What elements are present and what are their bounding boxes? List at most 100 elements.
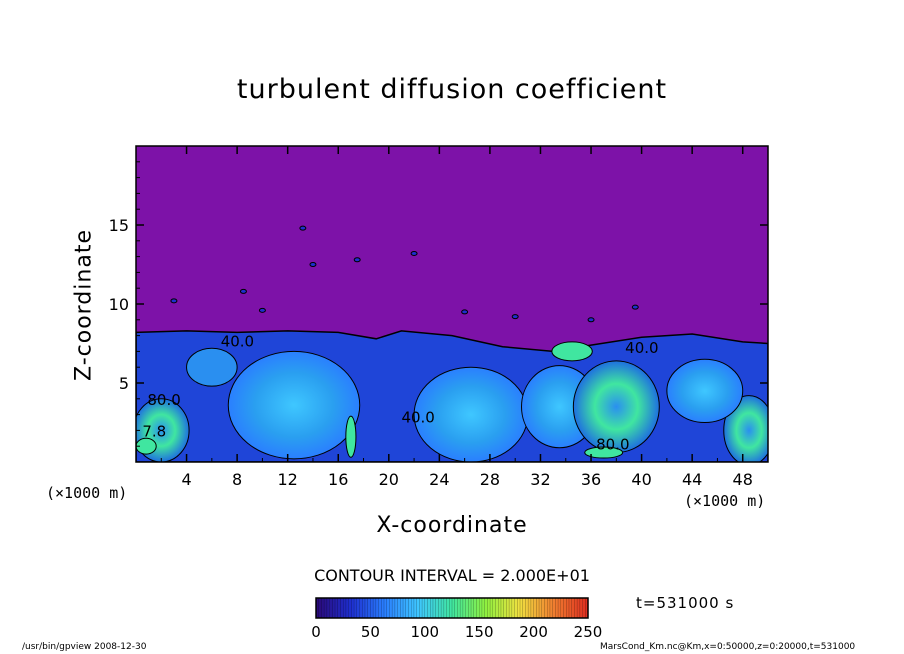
colorbar-band [500,598,504,618]
diffusion-blob [309,262,317,267]
colorbar-band [511,598,515,618]
footer-right: MarsCond_Km.nc@Km,x=0:50000,z=0:20000,t=… [600,642,856,652]
x-tick-label: 40 [631,470,651,489]
colorbar-band [375,598,379,618]
diffusion-blob [511,314,519,320]
colorbar-band [555,598,559,618]
colorbar-band [318,598,322,618]
colorbar-band [449,598,453,618]
x-tick-label: 44 [682,470,702,489]
colorbar-band [528,598,532,618]
colorbar-band [343,598,347,618]
colorbar-band [560,598,564,618]
colorbar-band [525,598,529,618]
colorbar-band [563,598,567,618]
colorbar-band [492,598,496,618]
colorbar-band [473,598,477,618]
colorbar-tick-label: 100 [410,623,439,641]
colorbar-band [419,598,423,618]
colorbar-band [337,598,341,618]
x-tick-label: 4 [181,470,191,489]
diffusion-blob [631,304,639,310]
colorbar-band [517,598,521,618]
contour-interval: CONTOUR INTERVAL = 2.000E+01 [314,566,590,585]
eddy-region [666,358,744,423]
high-diffusion-streak [584,446,624,459]
colorbar-band [413,598,417,618]
x-tick-label: 28 [480,470,500,489]
colorbar-band [547,598,551,618]
colorbar-band [389,598,393,618]
colorbar-band [354,598,358,618]
colorbar-band [427,598,431,618]
colorbar-band [321,598,325,618]
contour-label: 7.8 [142,423,166,441]
colorbar-tick-label: 150 [465,623,494,641]
colorbar-band [435,598,439,618]
diffusion-blob [299,225,307,231]
x-axis-unit: (×1000 m) [684,492,766,510]
colorbar-band [566,598,570,618]
diffusion-blob [353,257,361,263]
x-tick-label: 8 [232,470,242,489]
y-tick-label: 10 [109,295,129,314]
colorbar-band [397,598,401,618]
high-diffusion-streak [551,341,593,362]
colorbar-band [332,598,336,618]
colorbar-band [438,598,442,618]
high-diffusion-streak [345,415,357,458]
chart-title: turbulent diffusion coefficient [236,74,668,105]
colorbar-band [326,598,330,618]
colorbar-band [558,598,562,618]
colorbar-band [416,598,420,618]
colorbar-band [335,598,339,618]
colorbar: 0 50 100 150 200 250 [311,597,602,641]
colorbar-band [579,598,583,618]
colorbar-band [522,598,526,618]
colorbar-band [577,598,581,618]
x-tick-label: 16 [328,470,348,489]
colorbar-band [370,598,374,618]
x-tick-label: 12 [278,470,298,489]
colorbar-band [471,598,475,618]
colorbar-band [359,598,363,618]
colorbar-band [571,598,575,618]
colorbar-band [362,598,366,618]
colorbar-band [552,598,556,618]
contour-label: 40.0 [625,339,658,357]
contour-label: 80.0 [147,391,180,409]
colorbar-band [539,598,543,618]
x-tick-label: 20 [379,470,399,489]
diffusion-blob [239,288,247,294]
colorbar-tick-label: 0 [311,623,321,641]
colorbar-band [506,598,510,618]
colorbar-band [495,598,499,618]
colorbar-band [356,598,360,618]
colorbar-band [452,598,456,618]
contour-label: 40.0 [401,409,434,427]
colorbar-frame [315,597,589,619]
colorbar-band [373,598,377,618]
colorbar-band [487,598,491,618]
x-tick-label: 32 [530,470,550,489]
colorbar-band [530,598,534,618]
x-tick-label: 24 [429,470,449,489]
colorbar-band [536,598,540,618]
x-tick-label: 48 [733,470,753,489]
time-label: t=531000 s [636,594,735,612]
colorbar-band [367,598,371,618]
eddy-region [227,350,361,460]
colorbar-band [574,598,578,618]
y-tick-label: 15 [109,216,129,235]
colorbar-band [462,598,466,618]
colorbar-band [460,598,464,618]
colorbar-tick-label: 200 [519,623,548,641]
colorbar-band [381,598,385,618]
colorbar-band [340,598,344,618]
colorbar-band [568,598,572,618]
colorbar-band [541,598,545,618]
colorbar-band [457,598,461,618]
colorbar-band [503,598,507,618]
